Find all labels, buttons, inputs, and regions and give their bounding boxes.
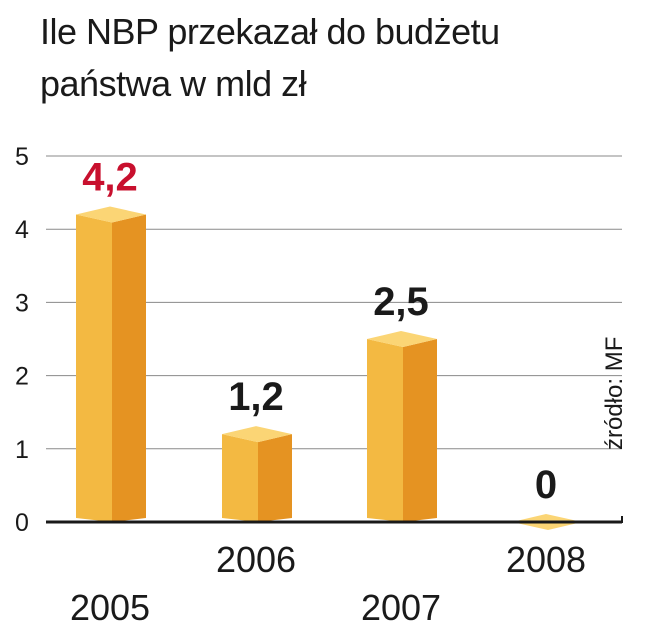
y-tick-label: 1 xyxy=(15,436,29,464)
bar-side-face xyxy=(258,434,292,522)
bar-front-face xyxy=(222,434,258,522)
bar-top-face xyxy=(222,426,292,443)
value-label: 2,5 xyxy=(373,280,429,324)
bar-side-face xyxy=(403,339,437,522)
bar-top-face xyxy=(367,331,437,347)
y-axis-ticks: 0 1 2 3 4 5 xyxy=(15,143,29,537)
y-tick-label: 5 xyxy=(15,143,29,171)
bar-side-face xyxy=(112,214,146,522)
y-tick-label: 2 xyxy=(15,363,29,391)
value-label: 0 xyxy=(535,463,557,507)
bars xyxy=(76,206,582,530)
x-tick-label: 2007 xyxy=(361,587,441,628)
x-tick-label: 2008 xyxy=(506,539,586,580)
bar xyxy=(76,206,146,522)
source-label: źródło: MF xyxy=(601,337,628,450)
bar-front-face xyxy=(76,214,112,522)
value-label: 4,2 xyxy=(82,156,138,200)
bar xyxy=(367,331,437,522)
x-tick-label: 2006 xyxy=(216,539,296,580)
x-axis xyxy=(46,516,623,524)
bar-front-face xyxy=(367,339,403,522)
x-axis-labels: 2005 2006 2007 2008 xyxy=(70,539,586,628)
y-tick-label: 4 xyxy=(15,216,29,244)
y-tick-label: 0 xyxy=(15,509,29,537)
bar xyxy=(222,426,292,522)
value-label: 1,2 xyxy=(228,375,284,419)
y-tick-label: 3 xyxy=(15,289,29,317)
value-labels: 4,2 1,2 2,5 0 xyxy=(82,156,557,507)
chart-title: Ile NBP przekazał do budżetu państwa w m… xyxy=(40,11,500,104)
x-tick-label: 2005 xyxy=(70,587,150,628)
bar-top-face xyxy=(76,206,146,223)
